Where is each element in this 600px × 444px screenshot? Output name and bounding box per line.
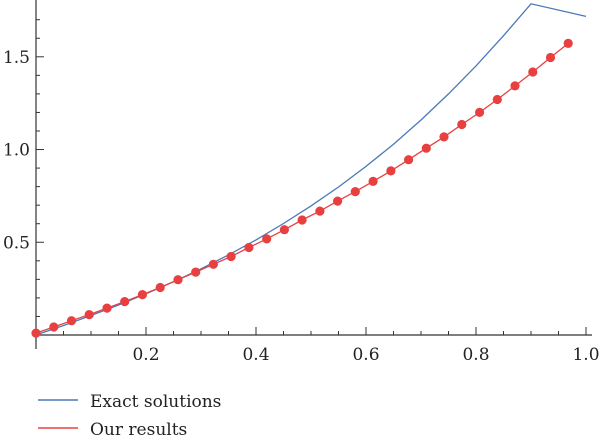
data-point (137, 290, 147, 300)
data-point (563, 38, 573, 49)
data-point (510, 81, 520, 91)
y-tick-label: 1.5 (3, 48, 30, 68)
x-tick-label: 0.6 (352, 345, 379, 365)
data-point (49, 322, 59, 332)
y-tick-label: 0.5 (3, 233, 30, 253)
data-point (368, 176, 378, 186)
axes (35, 0, 592, 349)
data-point (226, 251, 236, 262)
data-point (333, 196, 343, 206)
data-point (350, 187, 360, 197)
data-point (84, 310, 94, 320)
legend: Exact solutions Our results (38, 392, 221, 440)
data-point (120, 297, 130, 307)
legend-label-ours: Our results (90, 420, 187, 440)
x-tick-label: 1.0 (572, 345, 599, 365)
x-tick-label: 0.4 (242, 345, 269, 365)
data-point (386, 166, 396, 176)
x-tick-label: 0.8 (462, 345, 489, 365)
data-point (208, 259, 218, 269)
data-point (545, 52, 556, 63)
data-point (421, 143, 431, 153)
data-point (528, 67, 538, 77)
x-tick-label: 0.2 (132, 345, 159, 365)
data-point (297, 215, 307, 225)
data-point (102, 303, 112, 313)
data-point (262, 234, 272, 244)
data-point (404, 155, 414, 165)
data-point (475, 107, 485, 117)
data-point (492, 94, 502, 105)
data-point (31, 328, 41, 338)
series-line-ours (35, 42, 569, 334)
data-point (279, 225, 289, 235)
data-point (439, 132, 449, 142)
series (31, 3, 587, 338)
ticks: 0.2 0.4 0.6 0.8 1.0 0.5 1.0 1.5 (3, 19, 600, 365)
data-point (66, 316, 77, 326)
data-point (457, 119, 467, 130)
y-tick-label: 1.0 (3, 141, 30, 161)
data-point (315, 206, 325, 216)
data-point (155, 282, 165, 293)
data-point (244, 242, 254, 253)
data-point (173, 275, 183, 285)
legend-label-exact: Exact solutions (90, 392, 221, 412)
data-point (191, 267, 201, 277)
series-line-exact (35, 3, 587, 336)
